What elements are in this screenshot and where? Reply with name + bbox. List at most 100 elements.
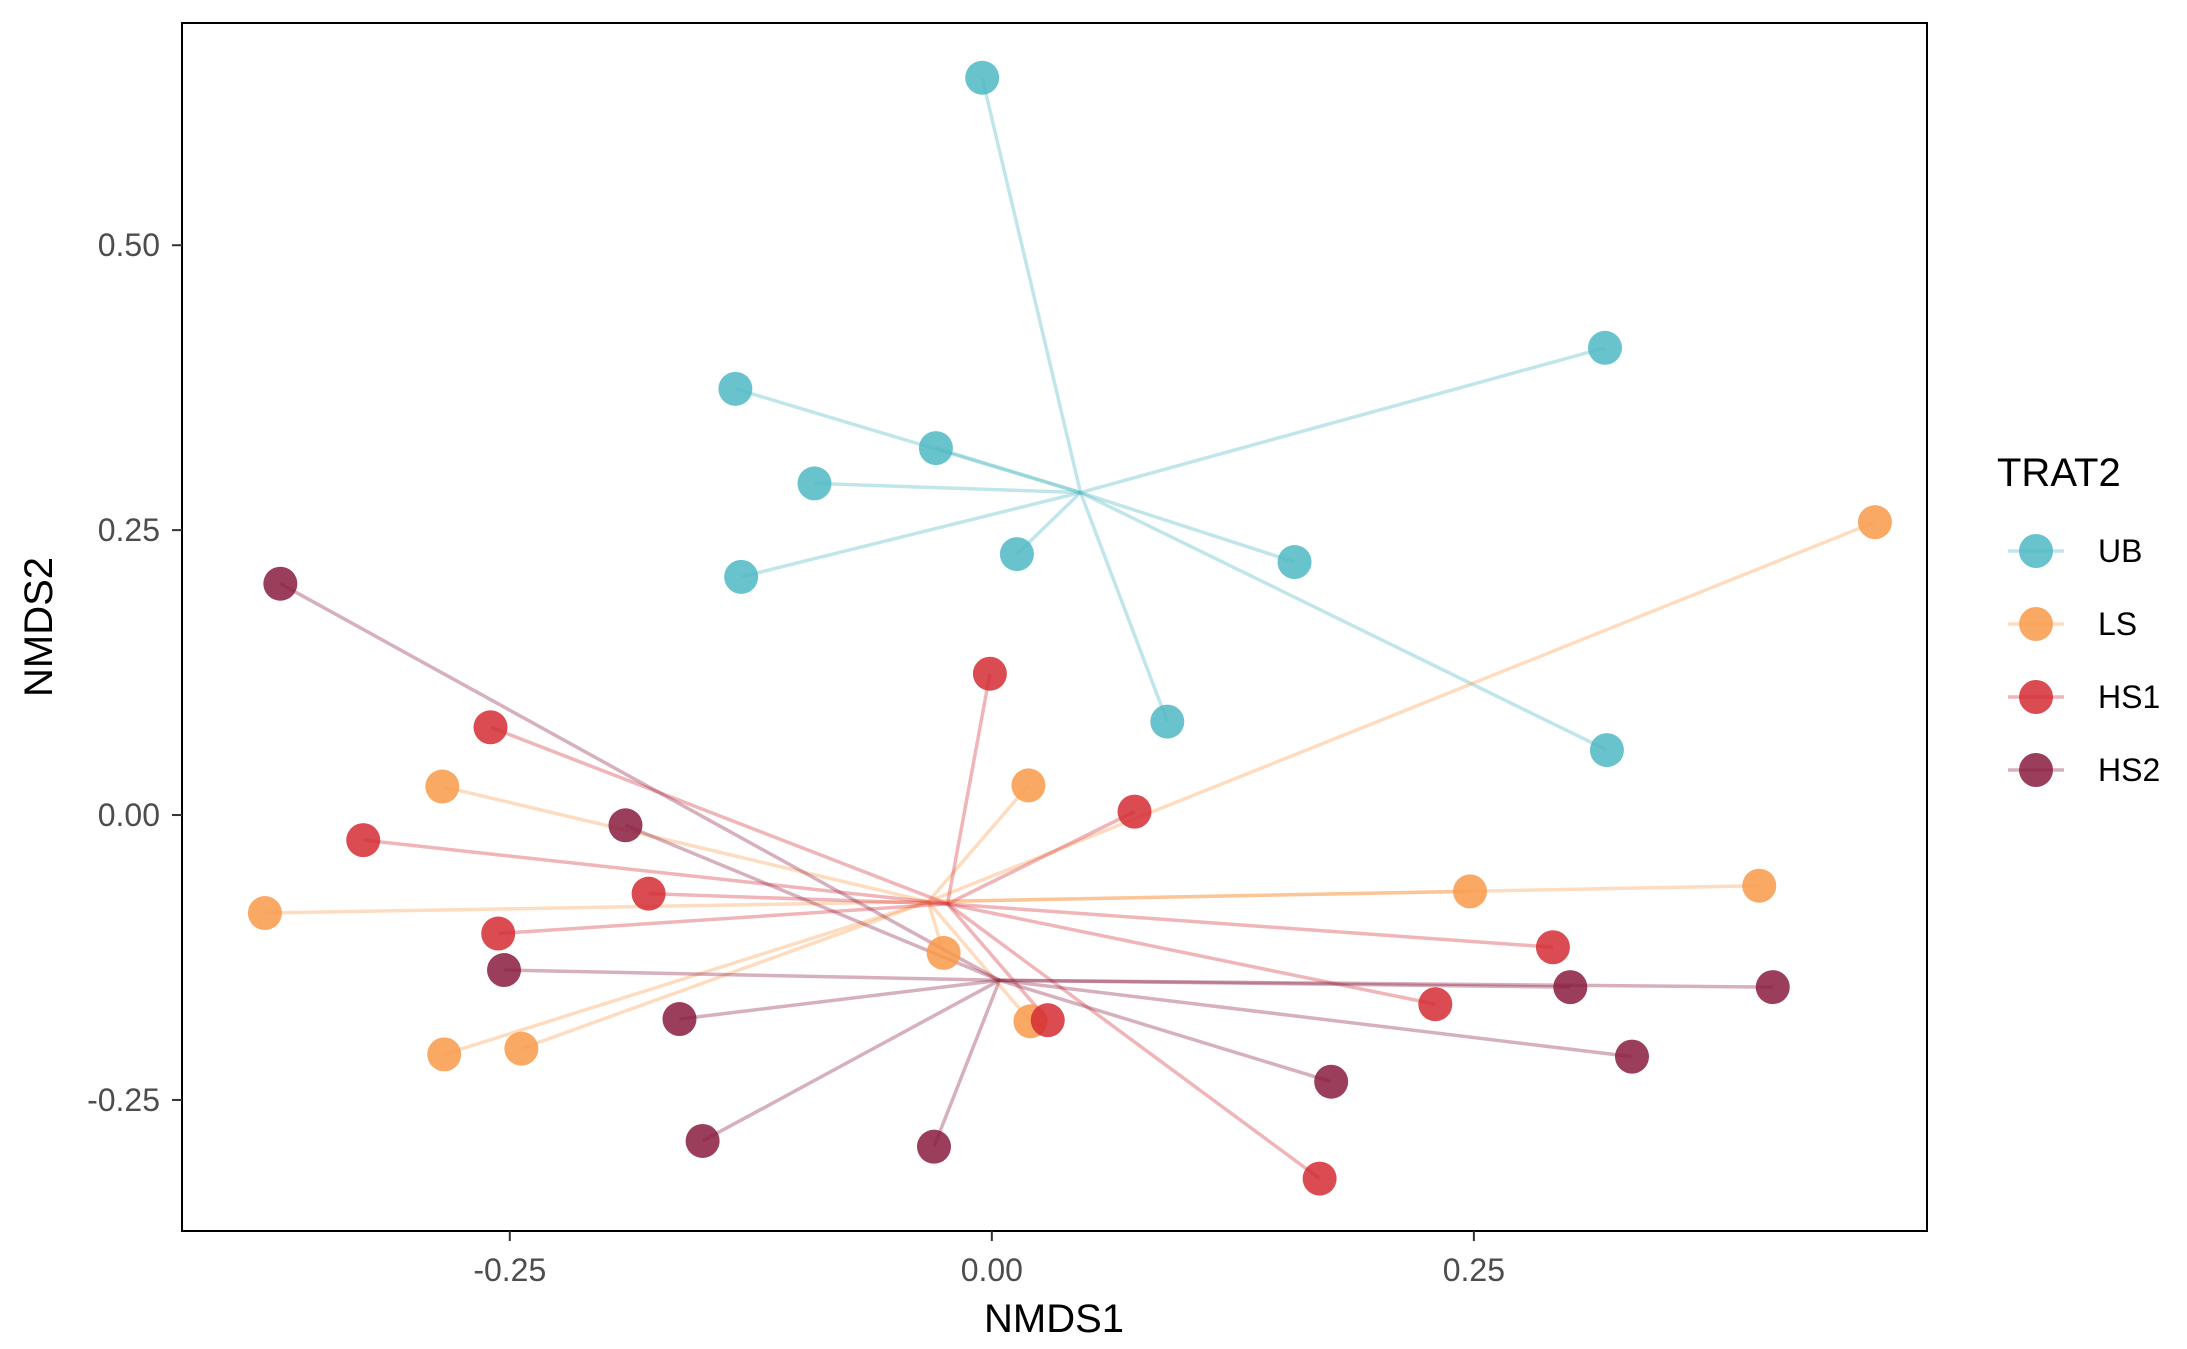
segment-hs1-8 — [946, 902, 1050, 1022]
legend-key-point-ls — [2019, 607, 2053, 641]
point-hs1-3 — [346, 823, 381, 858]
point-ub-1 — [718, 371, 753, 406]
y-tick-label-1: 0.00 — [98, 797, 160, 833]
point-ub-7 — [1150, 704, 1185, 739]
point-ub-2 — [918, 431, 953, 466]
legend-label-hs1: HS1 — [2098, 679, 2160, 715]
legend: TRAT2 UB LS HS1 HS2 — [1997, 451, 2160, 788]
legend-key-point-hs2 — [2019, 753, 2053, 787]
segment-ls-3 — [928, 889, 1471, 904]
point-ub-4 — [724, 559, 759, 594]
segment-hs1-7 — [947, 902, 1436, 1006]
segment-ls-0 — [441, 784, 929, 904]
spider-segments — [264, 77, 1876, 1180]
segment-hs2-7 — [999, 978, 1571, 989]
y-tick-label-3: 0.50 — [98, 227, 160, 263]
point-ls-3 — [1453, 874, 1488, 909]
segment-ub-3 — [814, 481, 1081, 495]
x-axis-ticks: -0.25 0.00 0.25 — [473, 1231, 1505, 1288]
point-ls-0 — [425, 769, 460, 804]
segment-hs1-4 — [648, 891, 948, 906]
legend-key-point-ub — [2019, 534, 2053, 568]
point-ls-4 — [1742, 868, 1777, 903]
point-hs2-7 — [1553, 970, 1588, 1005]
x-tick-label-1: 0.00 — [961, 1252, 1023, 1288]
segment-ls-4 — [928, 883, 1760, 904]
point-ub-3 — [797, 466, 832, 501]
y-axis-ticks: -0.25 0.00 0.25 0.50 — [87, 227, 182, 1118]
x-tick-label-0: -0.25 — [473, 1252, 546, 1288]
segment-hs1-5 — [498, 902, 948, 936]
segment-hs2-2 — [503, 968, 1000, 983]
point-ub-0 — [965, 60, 1000, 95]
y-tick-label-0: -0.25 — [87, 1082, 160, 1118]
point-hs2-2 — [487, 953, 522, 988]
x-tick-label-2: 0.25 — [1443, 1252, 1505, 1288]
point-ls-9 — [1857, 505, 1892, 540]
segment-ls-6 — [926, 900, 1032, 1023]
point-hs1-9 — [1302, 1161, 1337, 1196]
segment-hs1-9 — [946, 902, 1321, 1180]
segment-hs1-2 — [946, 810, 1136, 906]
point-hs1-8 — [1030, 1003, 1065, 1038]
segment-hs2-0 — [279, 582, 1001, 982]
point-hs1-6 — [1535, 930, 1570, 965]
point-ub-9 — [1589, 733, 1624, 768]
point-ls-8 — [504, 1031, 539, 1066]
segment-ub-8 — [1080, 346, 1606, 495]
segment-ls-9 — [927, 520, 1876, 904]
segment-hs2-3 — [679, 978, 1000, 1021]
segment-hs2-6 — [999, 978, 1332, 1084]
point-ub-5 — [999, 537, 1034, 572]
segment-hs2-9 — [999, 978, 1633, 1059]
point-hs2-5 — [916, 1129, 951, 1164]
point-hs2-1 — [608, 808, 643, 843]
point-hs2-8 — [1755, 970, 1790, 1005]
legend-label-ls: LS — [2098, 606, 2137, 642]
segment-ub-0 — [980, 77, 1083, 493]
segment-ub-2 — [935, 446, 1082, 495]
segment-hs1-6 — [947, 902, 1554, 949]
point-ub-8 — [1587, 330, 1622, 365]
point-hs1-4 — [631, 876, 666, 911]
point-hs1-2 — [1117, 794, 1152, 829]
segment-ls-7 — [443, 899, 929, 1057]
segment-ls-8 — [520, 900, 929, 1051]
point-hs2-3 — [662, 1002, 697, 1037]
segment-ls-1 — [926, 784, 1030, 903]
plot-panel-border — [181, 22, 1928, 1232]
segment-hs1-3 — [363, 838, 948, 906]
point-ls-1 — [1011, 768, 1046, 803]
point-ls-5 — [926, 935, 961, 970]
segment-hs2-5 — [932, 979, 1002, 1148]
segment-ub-1 — [734, 387, 1082, 495]
point-hs1-7 — [1418, 987, 1453, 1022]
segment-ub-6 — [1079, 490, 1296, 564]
data-points — [247, 60, 1892, 1196]
point-hs1-0 — [972, 656, 1007, 691]
point-ub-6 — [1277, 545, 1312, 580]
segment-ub-4 — [740, 490, 1081, 579]
point-hs2-6 — [1314, 1064, 1349, 1099]
legend-label-ub: UB — [2098, 533, 2142, 569]
segment-hs2-4 — [701, 978, 1001, 1143]
segment-ub-9 — [1079, 490, 1608, 752]
legend-label-hs2: HS2 — [2098, 752, 2160, 788]
legend-title: TRAT2 — [1997, 451, 2121, 495]
y-tick-label-2: 0.25 — [98, 512, 160, 548]
point-hs2-4 — [685, 1123, 720, 1158]
y-axis-title: NMDS2 — [17, 557, 61, 697]
segment-hs1-0 — [945, 673, 992, 905]
legend-items: UB LS HS1 HS2 — [2008, 533, 2160, 788]
legend-key-point-hs1 — [2019, 680, 2053, 714]
point-hs2-9 — [1614, 1039, 1649, 1074]
segment-hs1-1 — [489, 725, 949, 906]
point-hs2-0 — [263, 566, 298, 601]
segment-hs2-8 — [999, 978, 1773, 989]
segment-ls-2 — [264, 899, 929, 915]
point-ls-7 — [427, 1037, 462, 1072]
point-hs1-1 — [473, 710, 508, 745]
x-axis-title: NMDS1 — [984, 1297, 1124, 1341]
segment-ub-7 — [1078, 491, 1169, 723]
